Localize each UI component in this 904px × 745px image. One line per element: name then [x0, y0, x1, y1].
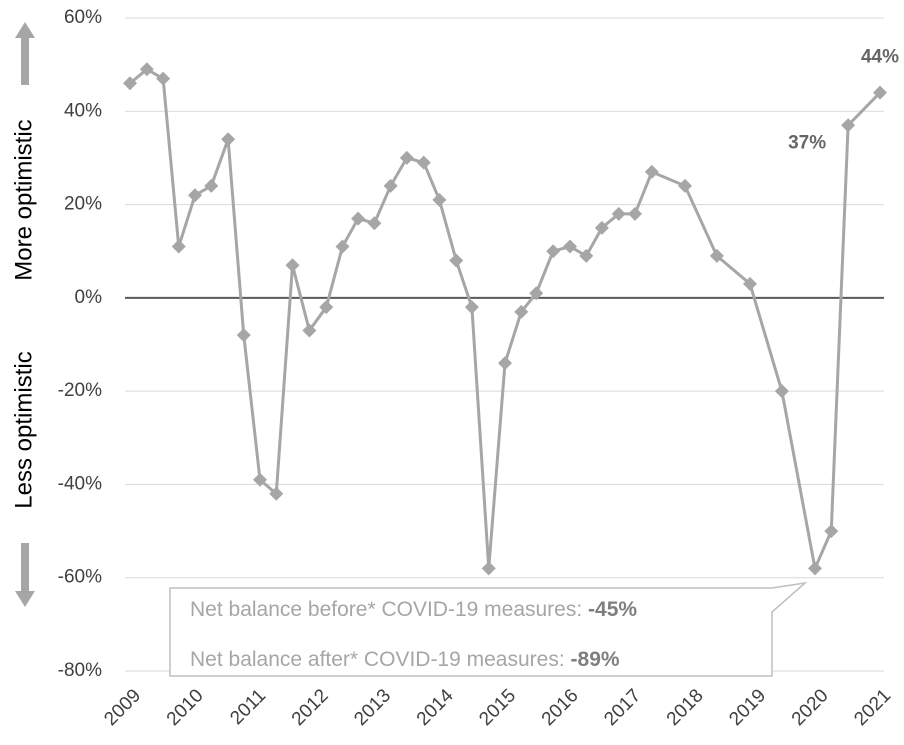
marker	[367, 216, 382, 231]
x-tick-label: 2010	[163, 685, 208, 730]
marker	[678, 178, 692, 193]
callout-box	[169, 581, 808, 677]
y-tick-label: 0%	[75, 287, 103, 308]
y-tick-label: 60%	[64, 7, 102, 28]
x-tick-label: 2011	[226, 685, 270, 729]
marker	[351, 211, 366, 226]
x-tick-label: 2012	[288, 685, 333, 730]
marker	[269, 486, 284, 501]
marker	[774, 384, 789, 399]
x-tick-label: 2021	[850, 685, 895, 730]
y-tick-label: -20%	[58, 380, 102, 401]
marker	[188, 188, 202, 203]
marker	[498, 356, 512, 371]
y-tick-label: -80%	[58, 660, 102, 681]
callout-line: Net balance after* COVID-19 measures: -8…	[190, 648, 620, 671]
line	[129, 67, 882, 574]
marker	[285, 258, 300, 273]
marker	[253, 472, 267, 487]
marker	[416, 155, 431, 170]
marker	[529, 286, 544, 301]
marker	[432, 192, 447, 207]
marker	[464, 300, 479, 315]
marker	[594, 220, 609, 235]
x-tick-label: 2014	[413, 685, 458, 730]
marker	[139, 62, 154, 77]
data-label: 37%	[788, 132, 826, 153]
marker	[319, 300, 334, 315]
y-tick-label: 40%	[64, 100, 102, 121]
y-label-bottom: Less optimistic	[10, 351, 37, 508]
x-tick-label: 2020	[788, 685, 833, 730]
marker	[221, 132, 236, 147]
callout-text: Net balance before* COVID-19 measures:	[190, 598, 588, 621]
x-tick-label: 2017	[600, 685, 645, 730]
marker	[709, 248, 724, 263]
marker	[156, 71, 171, 86]
x-tick-label: 2019	[725, 685, 770, 730]
x-tick-label: 2018	[663, 685, 708, 730]
marker	[236, 328, 251, 343]
callout-line: Net balance before* COVID-19 measures: -…	[190, 598, 637, 621]
marker	[171, 239, 186, 254]
y-tick-label: -60%	[58, 567, 102, 588]
marker	[123, 76, 137, 91]
up-arrow	[15, 22, 35, 85]
marker	[481, 561, 496, 576]
callout-text: Net balance after* COVID-19 measures:	[190, 648, 571, 671]
data-label: 44%	[861, 47, 899, 68]
y-tick-label: -40%	[58, 473, 102, 494]
marker	[579, 248, 594, 263]
marker	[824, 524, 839, 539]
marker	[563, 239, 577, 254]
down-arrow	[15, 543, 35, 607]
marker	[514, 304, 529, 319]
y-label-top: More optimistic	[10, 119, 37, 280]
marker	[449, 253, 464, 268]
marker	[841, 118, 856, 133]
marker	[383, 178, 398, 193]
x-tick-label: 2013	[350, 685, 395, 730]
marker	[743, 276, 757, 291]
marker	[546, 244, 561, 259]
x-tick-label: 2015	[475, 685, 520, 730]
marker	[204, 178, 219, 193]
marker	[399, 150, 414, 165]
marker	[335, 239, 350, 254]
callout-value: -45%	[588, 598, 637, 621]
marker	[302, 323, 317, 338]
marker	[644, 164, 659, 179]
y-tick-label: 20%	[64, 194, 102, 215]
x-tick-label: 2016	[538, 685, 583, 730]
marker	[873, 85, 887, 100]
x-tick-label: 2009	[100, 685, 145, 730]
marker	[611, 206, 626, 221]
marker	[628, 206, 642, 221]
marker	[808, 561, 822, 576]
callout-value: -89%	[571, 648, 620, 671]
